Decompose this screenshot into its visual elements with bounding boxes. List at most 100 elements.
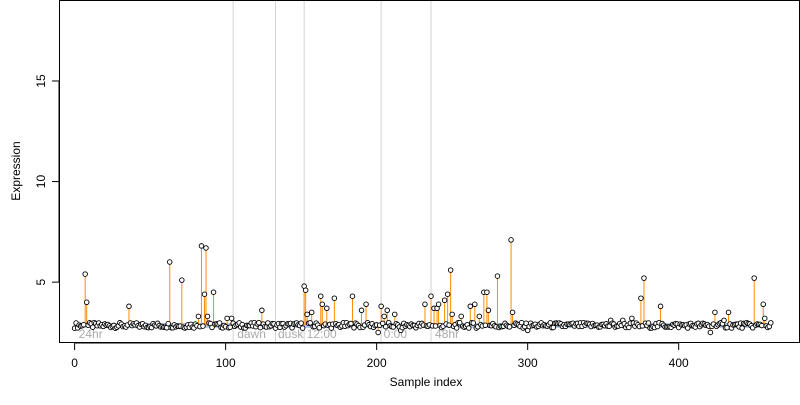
data-point [476, 313, 483, 320]
data-point [721, 317, 727, 324]
data-point [768, 320, 774, 326]
phase-dividers [232, 0, 432, 343]
data-point [447, 267, 454, 273]
data-point [449, 311, 455, 318]
x-tick-label: 100 [216, 356, 236, 370]
data-point [760, 301, 767, 308]
phase-label: 12:00 [307, 327, 337, 341]
data-point [348, 320, 354, 327]
data-point [751, 275, 757, 281]
data-point [453, 325, 460, 331]
data-point [547, 320, 554, 326]
data-point [256, 319, 262, 326]
data-point [707, 329, 714, 336]
y-tick-label: 5 [34, 278, 48, 285]
data-point [444, 291, 451, 297]
data-point [200, 323, 206, 329]
data-point [203, 245, 209, 251]
data-point [758, 322, 765, 329]
data-point [319, 301, 326, 308]
data-point [363, 301, 369, 308]
data-point [762, 315, 768, 322]
data-point [508, 237, 514, 243]
data-point [485, 307, 492, 314]
data-point [165, 320, 171, 327]
data-point [307, 320, 313, 326]
data-point [358, 307, 365, 314]
data-point [83, 299, 90, 306]
data-point [725, 309, 732, 316]
data-point [228, 315, 235, 322]
data-point [456, 320, 463, 326]
data-point [467, 303, 474, 310]
data-point [641, 275, 647, 281]
data-point [351, 325, 357, 331]
data-point [82, 271, 88, 277]
data-point [484, 289, 490, 295]
data-point [435, 301, 442, 308]
data-point [470, 320, 477, 326]
phase-label: 48hr [435, 327, 459, 341]
data-point [204, 313, 211, 320]
y-axis-title: Expression [9, 141, 23, 200]
phase-label: 24hr [79, 327, 103, 341]
y-tick-label: 10 [34, 175, 48, 189]
data-point [126, 303, 132, 310]
data-point [179, 277, 185, 283]
data-point [304, 311, 310, 318]
data-point [209, 324, 215, 331]
data-point [446, 322, 452, 328]
data-point [428, 293, 434, 299]
x-axis: 0 100 200 300 400 [71, 342, 689, 370]
data-point [657, 303, 664, 310]
data-point [298, 320, 304, 326]
data-point [509, 309, 516, 316]
x-axis-title: Sample index [390, 375, 463, 389]
data-point [224, 315, 230, 322]
data-point [381, 313, 387, 320]
data-point [506, 324, 513, 330]
data-point [166, 259, 173, 265]
x-tick-label: 400 [669, 356, 689, 370]
y-tick-label: 15 [34, 74, 48, 88]
stem-lines [84, 239, 766, 333]
plot-frame [59, 0, 800, 343]
data-point [259, 307, 265, 314]
data-point [195, 313, 202, 320]
data-point [384, 307, 390, 314]
data-point [441, 297, 448, 304]
phase-label: dusk [278, 327, 304, 341]
y-axis: 5 10 15 [34, 74, 60, 285]
x-tick-label: 300 [518, 356, 538, 370]
data-point [466, 325, 472, 331]
data-point [392, 311, 398, 318]
data-point [308, 309, 315, 316]
x-tick-label: 200 [367, 356, 387, 370]
data-point [378, 303, 384, 310]
data-point [432, 323, 439, 329]
data-point [80, 321, 87, 328]
data-point [375, 329, 381, 336]
data-point [324, 305, 330, 312]
x-tick-label: 0 [71, 356, 78, 370]
data-point [645, 320, 652, 326]
data-point [482, 322, 489, 328]
data-point [739, 325, 745, 331]
data-point [227, 324, 233, 331]
data-point [458, 313, 464, 320]
data-point [379, 320, 386, 327]
data-point [316, 325, 323, 331]
data-point [712, 309, 718, 316]
data-point [472, 301, 478, 308]
data-point [349, 293, 356, 299]
data-point [422, 301, 428, 308]
data-point [299, 325, 306, 331]
data-point [318, 293, 324, 299]
data-point [638, 295, 644, 301]
data-point [629, 315, 635, 322]
data-point [198, 243, 205, 249]
data-point [302, 287, 309, 293]
data-point [331, 295, 338, 301]
